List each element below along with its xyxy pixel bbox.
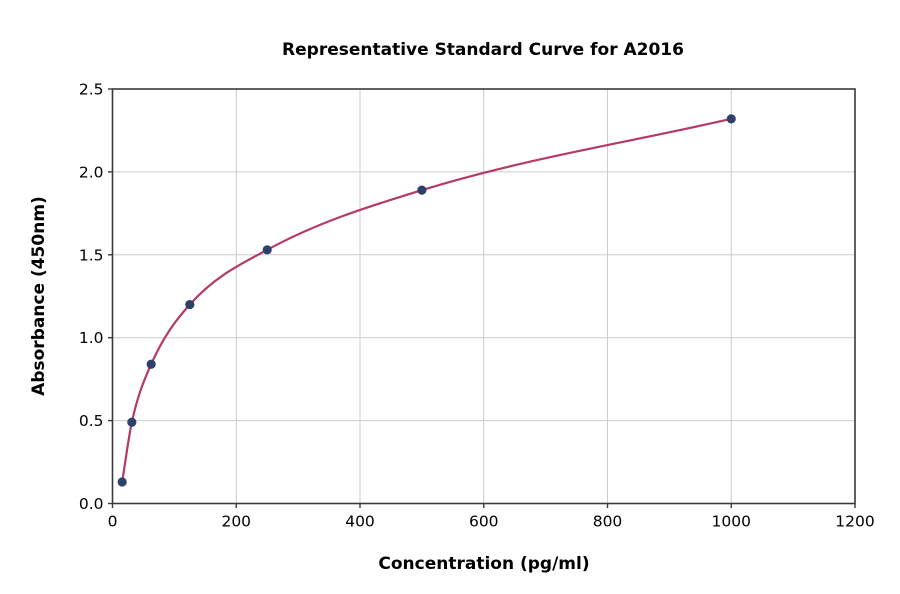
x-tick-label: 1000: [712, 513, 751, 531]
y-tick-label: 2.5: [79, 81, 104, 99]
y-tick-label: 1.0: [79, 329, 104, 347]
plot-border: [111, 88, 856, 505]
plot-area: 0 200 400 600 800 1000 1200 0.0 0.5 1.0 1.5 2.0 2.5: [79, 81, 875, 531]
y-axis-label: Absorbance (450nm): [29, 196, 49, 396]
x-tick-label: 200: [221, 513, 251, 531]
chart-title: Representative Standard Curve for A2016: [282, 40, 684, 60]
x-tick-label: 400: [345, 513, 375, 531]
y-tick-label: 2.0: [79, 163, 104, 181]
data-point: [117, 477, 127, 487]
y-tick-label: 0.5: [79, 412, 104, 430]
data-point: [185, 299, 195, 310]
y-tick-label: 1.5: [79, 246, 104, 264]
x-tick-label: 800: [593, 513, 623, 531]
x-tick-label: 600: [469, 513, 499, 531]
x-axis-label: Concentration (pg/ml): [378, 554, 589, 574]
data-point: [262, 245, 272, 255]
data-point: [127, 417, 137, 427]
data-point: [726, 114, 736, 124]
data-point: [146, 359, 156, 369]
data-point: [417, 185, 427, 195]
x-tick-label: 0: [108, 513, 118, 531]
y-tick-label: 0.0: [79, 495, 104, 513]
x-tick-label: 1200: [835, 513, 874, 531]
fit-curve: [121, 117, 733, 484]
